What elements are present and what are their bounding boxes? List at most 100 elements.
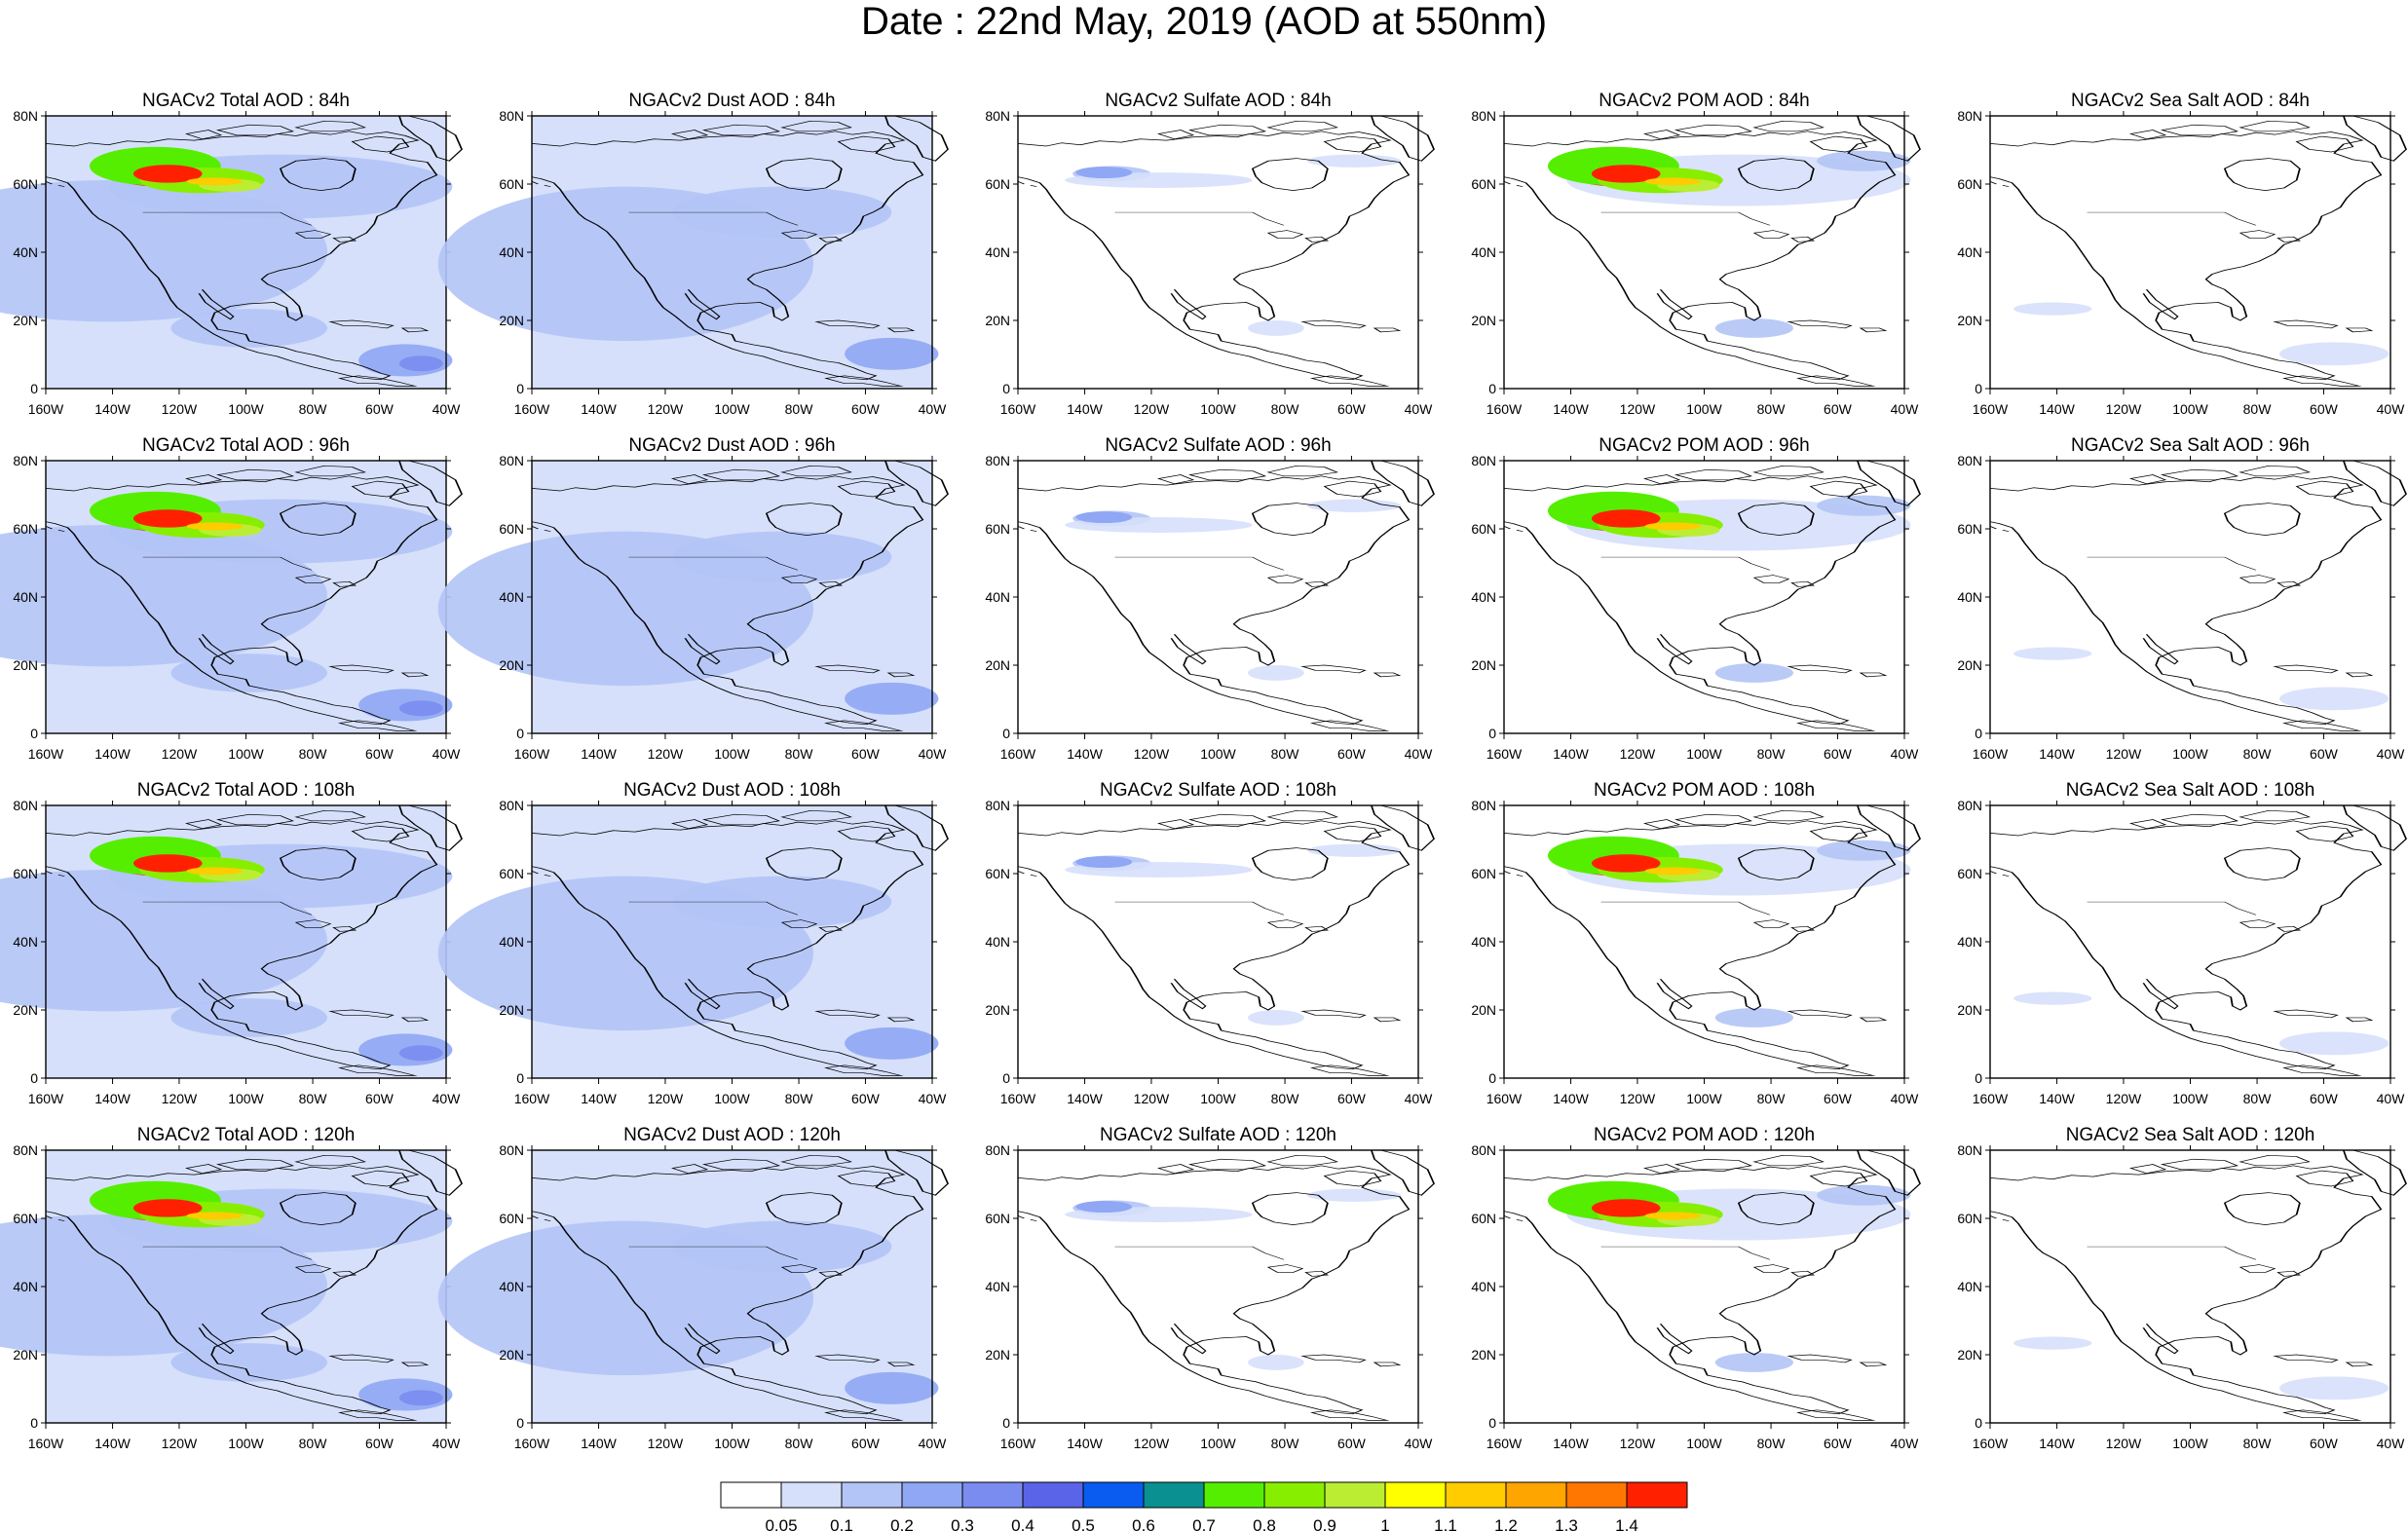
lat-tick-label: 0 bbox=[1488, 1070, 1496, 1086]
map-area bbox=[1017, 804, 1435, 1078]
lon-tick-label: 80W bbox=[1757, 401, 1787, 417]
aod-contour bbox=[845, 1027, 939, 1060]
lon-tick-label: 140W bbox=[94, 1436, 131, 1451]
lon-tick-label: 120W bbox=[648, 1091, 684, 1106]
panel-title: NGACv2 POM AOD : 84h bbox=[1599, 91, 1809, 111]
smoke-plume bbox=[1644, 522, 1702, 531]
aod-contour bbox=[672, 876, 892, 928]
colorbar-swatch bbox=[1143, 1481, 1205, 1509]
figure-title: Date : 22nd May, 2019 (AOD at 550nm) bbox=[860, 0, 1548, 43]
lon-tick-label: 40W bbox=[433, 746, 462, 762]
lat-tick-label: 20N bbox=[985, 1002, 1010, 1018]
map-panel: NGACv2 Sea Salt AOD : 108h 80N 60N 40N 20N 0 1… bbox=[1957, 780, 2407, 1106]
lon-tick-label: 40W bbox=[1405, 1436, 1434, 1451]
aod-contour bbox=[1714, 318, 1794, 338]
lon-tick-label: 100W bbox=[714, 746, 750, 762]
lon-tick-label: 160W bbox=[1973, 401, 2009, 417]
colorbar-swatch bbox=[901, 1481, 963, 1509]
colorbar-label: 1.1 bbox=[1434, 1516, 1457, 1531]
aod-contour bbox=[1075, 511, 1133, 524]
lon-tick-label: 100W bbox=[2172, 1436, 2208, 1451]
lat-tick-label: 0 bbox=[1488, 1415, 1496, 1431]
smoke-plume bbox=[132, 509, 203, 528]
lat-tick-label: 80N bbox=[985, 453, 1010, 468]
lat-tick-label: 60N bbox=[1471, 521, 1496, 537]
aod-contour bbox=[1075, 856, 1133, 869]
aod-contour bbox=[1075, 167, 1133, 179]
lon-tick-label: 160W bbox=[28, 1091, 64, 1106]
lon-tick-label: 100W bbox=[1200, 1436, 1236, 1451]
lon-tick-label: 60W bbox=[851, 1091, 881, 1106]
lat-tick-label: 80N bbox=[985, 108, 1010, 124]
panel-title: NGACv2 Dust AOD : 84h bbox=[628, 91, 835, 111]
lon-tick-label: 120W bbox=[1134, 401, 1170, 417]
map-panel: NGACv2 POM AOD : 108h 80N 60N 40N 20N 0 160W 14… bbox=[1471, 780, 1921, 1106]
lat-tick-label: 40N bbox=[1471, 1279, 1496, 1294]
map-panel: NGACv2 Total AOD : 96h 80N 60N 40N 20N 0 160W 1… bbox=[0, 435, 463, 762]
aod-contour bbox=[1248, 1355, 1304, 1370]
lat-tick-label: 0 bbox=[516, 726, 524, 741]
lat-tick-label: 0 bbox=[516, 1070, 524, 1086]
aod-contour bbox=[170, 653, 327, 692]
lat-tick-label: 0 bbox=[1975, 1070, 1982, 1086]
lon-tick-label: 80W bbox=[785, 1091, 814, 1106]
lon-tick-label: 120W bbox=[162, 1091, 198, 1106]
aod-contour bbox=[845, 337, 939, 370]
lat-tick-label: 20N bbox=[1471, 1002, 1496, 1018]
lat-tick-label: 40N bbox=[985, 244, 1010, 260]
lat-tick-label: 0 bbox=[1002, 381, 1010, 396]
lat-tick-label: 80N bbox=[13, 1142, 38, 1158]
lat-tick-label: 0 bbox=[516, 1415, 524, 1431]
lat-tick-label: 80N bbox=[499, 108, 524, 124]
smoke-plume bbox=[186, 522, 244, 531]
lat-tick-label: 40N bbox=[499, 934, 524, 950]
lon-tick-label: 100W bbox=[714, 401, 750, 417]
lon-tick-label: 140W bbox=[581, 1091, 617, 1106]
lat-tick-label: 20N bbox=[985, 657, 1010, 673]
lat-tick-label: 20N bbox=[13, 1347, 38, 1363]
lon-tick-label: 40W bbox=[919, 1436, 948, 1451]
lat-tick-label: 60N bbox=[985, 866, 1010, 881]
lon-tick-label: 160W bbox=[1000, 746, 1036, 762]
lon-tick-label: 160W bbox=[1000, 1091, 1036, 1106]
lon-tick-label: 140W bbox=[1553, 1091, 1589, 1106]
lat-tick-label: 60N bbox=[13, 866, 38, 881]
smoke-plume bbox=[1591, 165, 1661, 183]
lat-tick-label: 60N bbox=[1957, 521, 1982, 537]
lat-tick-label: 60N bbox=[13, 1211, 38, 1226]
lat-tick-label: 0 bbox=[30, 1070, 38, 1086]
colorbar-swatch bbox=[1626, 1481, 1688, 1509]
colorbar-label: 1.3 bbox=[1555, 1516, 1578, 1531]
lon-tick-label: 80W bbox=[299, 1436, 328, 1451]
colorbar-swatch bbox=[1022, 1481, 1084, 1509]
colorbar-swatch bbox=[780, 1481, 843, 1509]
colorbar-label: 0.05 bbox=[765, 1516, 797, 1531]
colorbar-label: 0.3 bbox=[951, 1516, 974, 1531]
lat-tick-label: 20N bbox=[1957, 657, 1982, 673]
map-panel: NGACv2 Sulfate AOD : 108h 80N 60N 40N 20N 0 16… bbox=[985, 780, 1435, 1106]
lat-tick-label: 40N bbox=[499, 589, 524, 605]
lat-tick-label: 80N bbox=[1957, 108, 1982, 124]
lat-tick-label: 40N bbox=[13, 934, 38, 950]
lon-tick-label: 80W bbox=[2243, 1436, 2273, 1451]
lon-tick-label: 140W bbox=[94, 1091, 131, 1106]
lon-tick-label: 120W bbox=[1620, 1436, 1656, 1451]
lon-tick-label: 100W bbox=[714, 1091, 750, 1106]
lon-tick-label: 60W bbox=[1824, 401, 1853, 417]
lon-tick-label: 160W bbox=[1000, 1436, 1036, 1451]
lat-tick-label: 0 bbox=[1488, 726, 1496, 741]
map-panel: NGACv2 Total AOD : 120h 80N 60N 40N 20N 0 160W… bbox=[0, 1125, 463, 1451]
colorbar-label: 1.4 bbox=[1615, 1516, 1638, 1531]
lon-tick-label: 100W bbox=[1686, 401, 1722, 417]
lon-tick-label: 80W bbox=[1271, 401, 1300, 417]
lat-tick-label: 80N bbox=[13, 798, 38, 813]
smoke-plume bbox=[132, 854, 203, 873]
lat-tick-label: 80N bbox=[1957, 1142, 1982, 1158]
map-panel: NGACv2 Dust AOD : 84h 80N 60N 40N 20N 0 160W 14… bbox=[437, 91, 949, 417]
lon-tick-label: 80W bbox=[1271, 1436, 1300, 1451]
lon-tick-label: 40W bbox=[1405, 401, 1434, 417]
lon-tick-label: 100W bbox=[1200, 401, 1236, 417]
lat-tick-label: 60N bbox=[499, 176, 524, 192]
aod-contour bbox=[2013, 647, 2092, 660]
lat-tick-label: 0 bbox=[1002, 1070, 1010, 1086]
